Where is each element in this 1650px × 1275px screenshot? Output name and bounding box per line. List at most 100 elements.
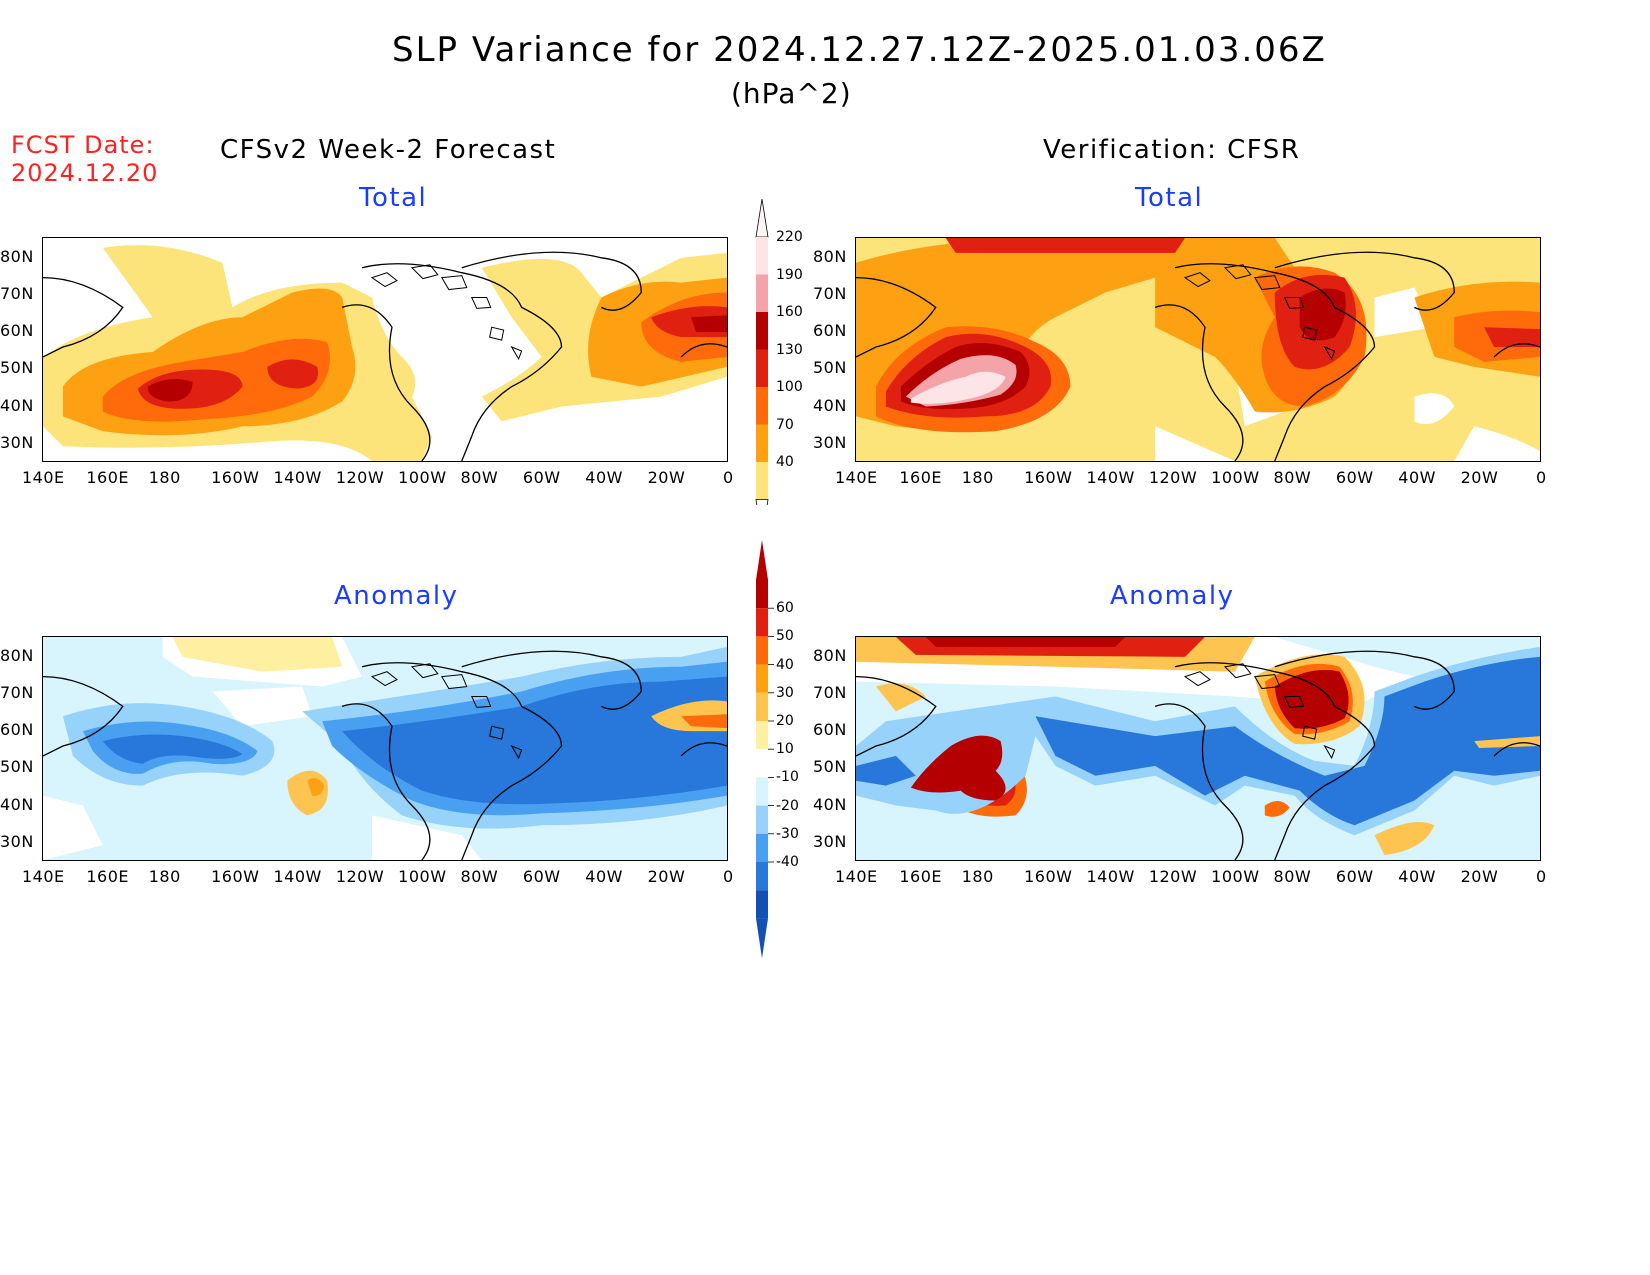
- colorbar-level-label: 130: [776, 341, 803, 358]
- colorbar-swatch: [756, 237, 768, 275]
- lon-tick-label: 60W: [1335, 867, 1374, 886]
- lon-tick-label: 140E: [22, 867, 65, 886]
- colorbar-level-label: -20: [776, 797, 799, 814]
- lon-tick-label: 160W: [211, 468, 260, 487]
- lat-tick-label: 60N: [813, 321, 847, 340]
- lon-tick-label: 140E: [835, 867, 878, 886]
- lon-tick-label: 0: [723, 867, 734, 886]
- lat-tick-label: 60N: [0, 720, 34, 739]
- lon-tick-label: 20W: [1460, 867, 1499, 886]
- map-panel-forecast-total: [42, 237, 728, 462]
- lon-tick-label: 160E: [86, 867, 130, 886]
- lat-tick-label: 50N: [813, 358, 847, 377]
- lon-tick-label: 140E: [835, 468, 878, 487]
- lat-tick-label: 30N: [813, 832, 847, 851]
- lon-tick-label: 140W: [1086, 468, 1135, 487]
- lon-tick-label: 140W: [273, 867, 322, 886]
- lon-tick-label: 180: [961, 867, 994, 886]
- lat-tick-label: 50N: [813, 757, 847, 776]
- lon-tick-label: 120W: [335, 867, 385, 886]
- lat-tick-label: 80N: [0, 646, 34, 665]
- lon-tick-label: 180: [961, 468, 994, 487]
- colorbar-swatch: [756, 749, 768, 778]
- colorbar-swatch: [756, 312, 768, 350]
- lat-tick-label: 40N: [813, 396, 847, 415]
- panel-title-top-right: Total: [1135, 183, 1204, 213]
- lon-tick-label: 160E: [899, 468, 943, 487]
- lat-tick-label: 80N: [813, 247, 847, 266]
- colorbar-level-label: 190: [776, 266, 803, 283]
- lon-tick-label: 40W: [1398, 468, 1436, 487]
- lon-tick-label: 120W: [1148, 468, 1198, 487]
- lon-tick-label: 160W: [211, 867, 260, 886]
- lat-tick-label: 50N: [0, 358, 34, 377]
- map-panel-forecast-anomaly: [42, 636, 728, 861]
- lon-tick-label: 80W: [1273, 468, 1312, 487]
- colorbar-anomaly: [756, 540, 774, 959]
- lon-tick-label: 60W: [1335, 468, 1374, 487]
- lon-tick-label: 20W: [647, 468, 686, 487]
- map-panel-verification-total: [855, 237, 1541, 462]
- colorbar-swatch: [756, 890, 768, 919]
- colorbar-level-label: 100: [776, 379, 803, 395]
- map-panel-verification-anomaly: [855, 636, 1541, 861]
- lon-tick-label: 180: [148, 867, 181, 886]
- colorbar-level-label: 160: [776, 304, 803, 320]
- lon-tick-label: 120W: [335, 468, 385, 487]
- lon-tick-label: 40W: [1398, 867, 1436, 886]
- colorbar-top-arrow: [755, 198, 769, 238]
- lon-tick-label: 140W: [1086, 867, 1135, 886]
- lat-tick-label: 50N: [0, 757, 34, 776]
- lon-tick-label: 100W: [1211, 468, 1260, 487]
- colorbar-swatch: [756, 274, 768, 312]
- lat-tick-label: 70N: [0, 284, 34, 303]
- colorbar-swatch: [756, 862, 768, 891]
- lat-tick-label: 30N: [0, 433, 34, 452]
- colorbar-level-label: -10: [776, 769, 799, 786]
- lon-tick-label: 160W: [1024, 867, 1073, 886]
- colorbar-level-label: 30: [776, 684, 794, 701]
- colorbar-level-label: 220: [776, 229, 803, 245]
- colorbar-top-arrow: [756, 540, 768, 580]
- lon-tick-label: 140W: [273, 468, 322, 487]
- panel-title-top-left: Total: [359, 183, 428, 213]
- lon-tick-label: 20W: [647, 867, 686, 886]
- forecast-date-value: 2024.12.20: [11, 159, 159, 187]
- colorbar-swatch: [756, 664, 768, 693]
- lon-tick-label: 180: [148, 468, 181, 487]
- lon-tick-label: 140E: [22, 468, 65, 487]
- lon-tick-label: 60W: [522, 867, 561, 886]
- colorbar-swatch: [756, 833, 768, 862]
- colorbar-level-label: -30: [776, 825, 799, 842]
- lat-tick-label: 80N: [813, 646, 847, 665]
- forecast-date-label: FCST Date:: [11, 131, 155, 159]
- lon-tick-label: 0: [1536, 867, 1547, 886]
- colorbar-level-label: 10: [776, 741, 794, 758]
- colorbar-total: [755, 198, 769, 505]
- lon-tick-label: 60W: [522, 468, 561, 487]
- colorbar-level-label: -40: [776, 854, 799, 870]
- lon-tick-label: 0: [723, 468, 734, 487]
- lon-tick-label: 20W: [1460, 468, 1499, 487]
- page-title: SLP Variance for 2024.12.27.12Z-2025.01.…: [392, 30, 1327, 70]
- lon-tick-label: 80W: [1273, 867, 1312, 886]
- lon-tick-label: 40W: [585, 468, 623, 487]
- colorbar-bottom-arrow: [755, 499, 769, 505]
- colorbar-swatch: [756, 349, 768, 387]
- colorbar-swatch: [756, 692, 768, 721]
- left-column-header: CFSv2 Week-2 Forecast: [220, 135, 557, 165]
- lat-tick-label: 80N: [0, 247, 34, 266]
- colorbar-swatch: [756, 721, 768, 750]
- lon-tick-label: 100W: [1211, 867, 1260, 886]
- panel-title-bottom-right: Anomaly: [1110, 581, 1235, 611]
- right-column-header: Verification: CFSR: [1043, 135, 1301, 165]
- lat-tick-label: 60N: [813, 720, 847, 739]
- lat-tick-label: 70N: [813, 284, 847, 303]
- colorbar-level-label: 50: [776, 628, 794, 645]
- colorbar-swatch: [756, 636, 768, 665]
- colorbar-swatch: [756, 805, 768, 834]
- lat-tick-label: 40N: [813, 795, 847, 814]
- lat-tick-label: 30N: [0, 832, 34, 851]
- lon-tick-label: 80W: [460, 867, 499, 886]
- lon-tick-label: 160W: [1024, 468, 1073, 487]
